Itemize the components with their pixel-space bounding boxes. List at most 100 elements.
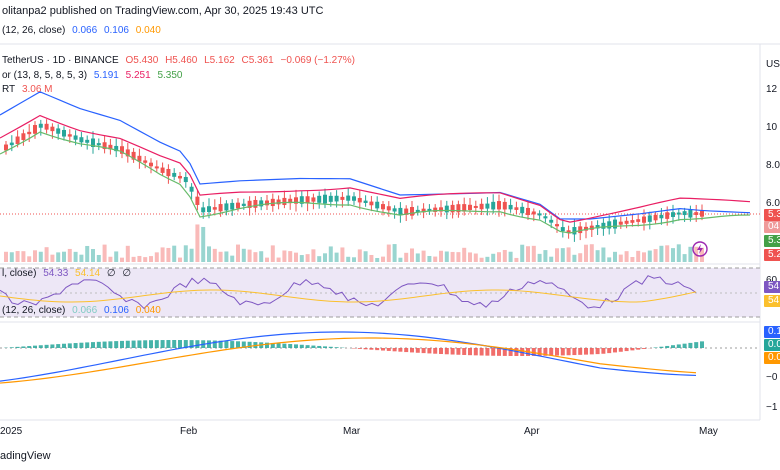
- volume-bar: [630, 257, 635, 262]
- macd-histogram-bar: [601, 348, 606, 354]
- candle-body: [311, 197, 316, 202]
- macd-histogram-bar: [456, 348, 461, 355]
- symbol-name[interactable]: TetherUS · 1D · BINANCE: [2, 55, 119, 66]
- candle-body: [381, 204, 385, 210]
- volume-bar: [137, 255, 142, 262]
- volume-bar: [241, 248, 246, 262]
- volume-bar: [398, 257, 403, 262]
- volume-bar: [560, 248, 565, 262]
- macd-histogram-bar: [27, 346, 32, 348]
- volume-bar: [67, 248, 72, 262]
- candle-body: [421, 208, 426, 213]
- volume-bar: [236, 244, 240, 262]
- tradingview-brand[interactable]: adingView: [0, 450, 51, 462]
- macd-legend[interactable]: (12, 26, close) 0.066 0.106 0.040: [2, 305, 165, 316]
- volume-bar: [688, 246, 693, 262]
- flash-icon[interactable]: [692, 241, 708, 257]
- volume-bar: [183, 245, 188, 262]
- volume-bar: [62, 251, 66, 262]
- macd-histogram-bar: [392, 348, 397, 352]
- candle-body: [259, 200, 264, 207]
- volume-bar: [9, 252, 14, 262]
- macd-histogram-bar: [665, 345, 670, 348]
- candle-body: [665, 212, 670, 219]
- macd-histogram-bar: [270, 342, 275, 348]
- rsi-ma-line: [0, 289, 697, 303]
- volume-bar: [659, 245, 664, 262]
- macd-histogram-bar: [439, 348, 443, 355]
- macd-histogram-bar: [381, 348, 385, 351]
- macd-hist-badge: 0.0: [764, 339, 780, 351]
- time-label-2025: 2025: [0, 426, 23, 437]
- rsi-legend[interactable]: l, close) 54.33 54.14 ∅ ∅: [2, 268, 135, 279]
- macd-histogram-bar: [67, 343, 72, 348]
- candle-body: [305, 196, 310, 204]
- volume-legend[interactable]: RT 3.06 M: [2, 84, 57, 95]
- volume-bar: [131, 256, 136, 262]
- macd-histogram-bar: [555, 348, 559, 356]
- rsi-name: l, close): [2, 268, 37, 279]
- macd-histogram-bar: [508, 348, 513, 356]
- candle-body: [328, 195, 333, 202]
- price-badge-jaw: 5.2: [764, 249, 780, 261]
- volume-bar: [247, 249, 252, 262]
- candle-body: [154, 166, 159, 169]
- volume-bar: [427, 255, 432, 262]
- rsi-ma-badge: 54: [764, 295, 780, 307]
- volume-bar: [299, 255, 304, 262]
- price-tick-6: 6.0: [766, 198, 780, 209]
- macd-histogram-bar: [566, 348, 571, 356]
- candle-body: [392, 208, 397, 212]
- macd-histogram-bar: [207, 340, 211, 348]
- price-badge-countdown: 04: [764, 221, 780, 233]
- price-tick-10: 10: [766, 122, 778, 133]
- volume-bar: [143, 257, 148, 262]
- symbol-legend[interactable]: TetherUS · 1D · BINANCE O5.430 H5.460 L5…: [2, 55, 359, 66]
- volume-bar: [207, 246, 211, 262]
- candle-body: [468, 204, 472, 210]
- candle-body: [270, 198, 275, 207]
- candle-body: [236, 202, 240, 209]
- candle-body: [572, 227, 577, 235]
- candle-body: [247, 200, 252, 208]
- macd-histogram-bar: [671, 345, 675, 348]
- macd-histogram-bar: [108, 341, 113, 348]
- candle-body: [682, 211, 687, 216]
- macd-histogram-bar: [560, 348, 565, 356]
- volume-bar: [56, 252, 61, 262]
- volume-bar: [125, 245, 130, 262]
- candle-body: [178, 175, 182, 179]
- macd-histogram-bar: [311, 345, 316, 348]
- macd-histogram-bar: [462, 348, 467, 355]
- volume-bar: [497, 252, 501, 262]
- candle-body: [131, 151, 136, 160]
- candle-body: [537, 213, 542, 216]
- volume-bar: [502, 249, 507, 262]
- time-label-mar: Mar: [343, 426, 361, 437]
- candle-body: [346, 195, 351, 201]
- candle-body: [241, 203, 246, 206]
- macd-histogram-bar: [143, 340, 148, 348]
- macd-histogram-bar: [427, 348, 432, 354]
- candle-body: [189, 186, 194, 192]
- candle-body: [91, 138, 95, 147]
- rsi-value: 54.33: [43, 268, 69, 279]
- candle-body: [253, 199, 258, 208]
- volume-bar: [259, 251, 264, 262]
- candle-body: [607, 221, 612, 229]
- volume-bar: [537, 253, 542, 262]
- volume-bar: [166, 247, 171, 262]
- alligator-legend[interactable]: or (13, 8, 5, 8, 5, 3) 5.191 5.251 5.350: [2, 70, 186, 81]
- candle-body: [212, 207, 217, 210]
- candle-body: [276, 199, 281, 205]
- ohlc-high: H5.460: [165, 55, 198, 66]
- candle-body: [439, 207, 443, 212]
- macd-histogram-bar: [50, 344, 55, 348]
- macd-histogram-bar: [15, 346, 20, 348]
- candle-body: [578, 226, 583, 234]
- macd-histogram-bar: [398, 348, 403, 352]
- macd-histogram-bar: [676, 344, 681, 348]
- macd-header-legend: (12, 26, close) 0.066 0.106 0.040: [2, 25, 165, 36]
- currency-label[interactable]: US: [766, 59, 780, 70]
